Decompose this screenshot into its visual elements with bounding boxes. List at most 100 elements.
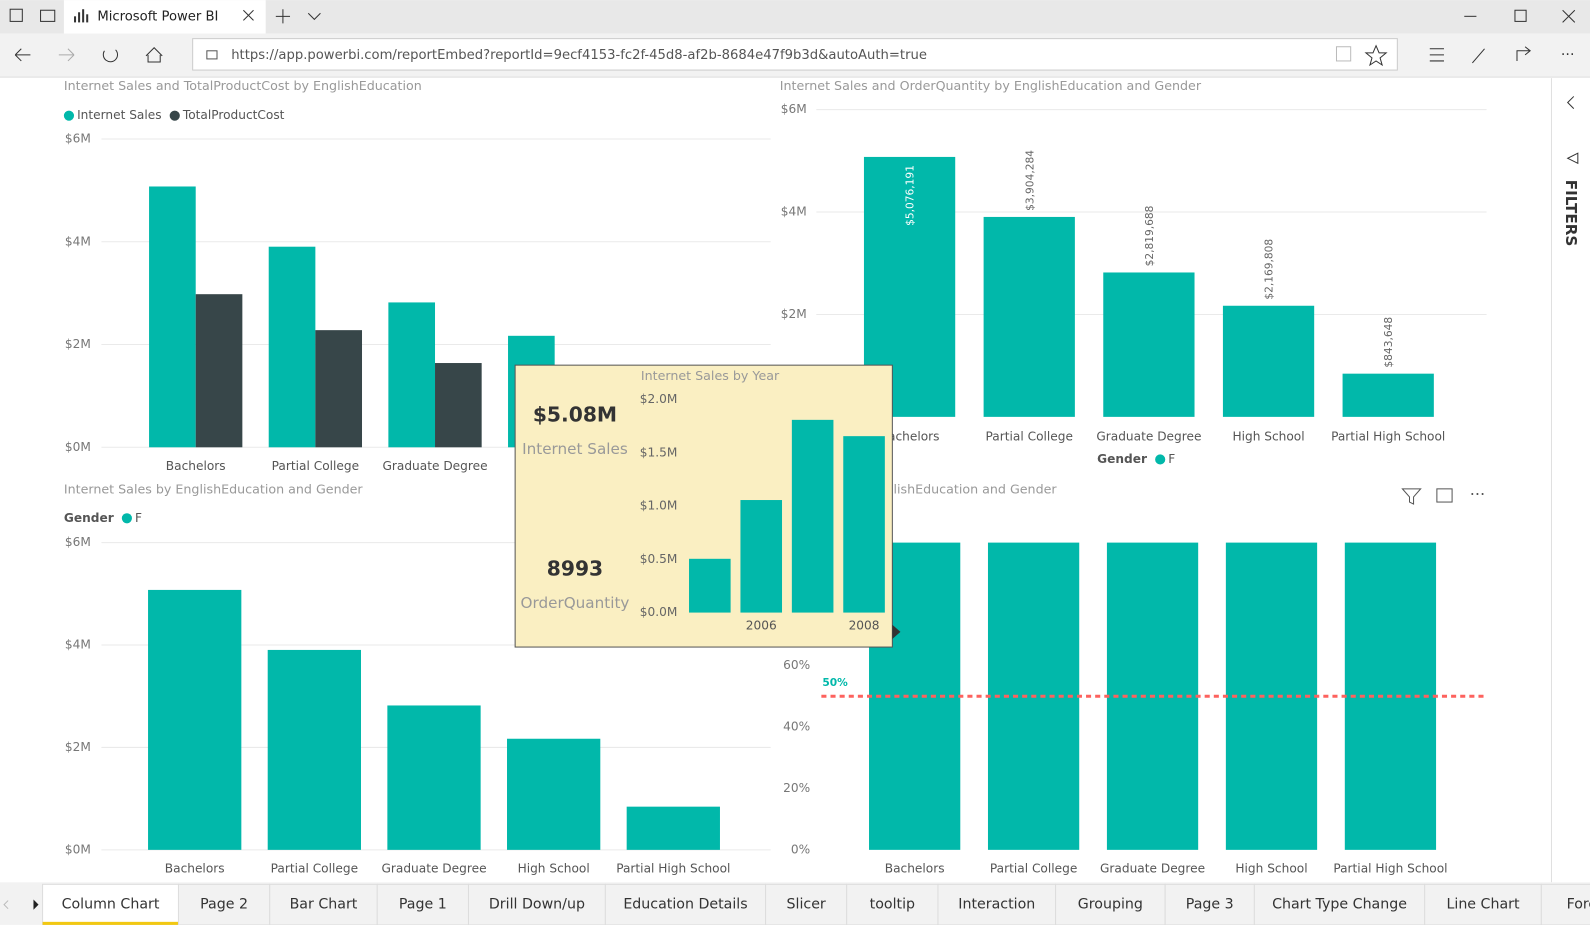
- x-tick-label: Partial High School: [1331, 430, 1445, 444]
- bar: [387, 705, 481, 850]
- page-tab-label[interactable]: Grouping: [1078, 897, 1143, 913]
- new-tab[interactable]: [275, 9, 291, 24]
- page-tab-label[interactable]: Page 1: [399, 897, 447, 913]
- page-tab[interactable]: [1055, 883, 1166, 925]
- bar: [626, 806, 720, 850]
- page-tab-label[interactable]: Bar Chart: [290, 897, 358, 913]
- y-tick-label: $0.0M: [640, 605, 678, 619]
- x-tick-label: Partial High School: [616, 862, 730, 876]
- chart-title: Internet Sales and OrderQuantity by Engl…: [780, 78, 1202, 93]
- bar: [1342, 373, 1434, 417]
- y-tick-label: $1.5M: [640, 445, 678, 459]
- chart-title: Internet Sales and TotalProductCost by E…: [64, 78, 422, 93]
- visual-more-options[interactable]: ···: [1470, 484, 1485, 503]
- data-label: $3,904,284: [1023, 150, 1036, 211]
- page-tab-label[interactable]: Fore: [1567, 897, 1590, 913]
- reading-view[interactable]: [1335, 46, 1352, 62]
- page-tab-label[interactable]: Column Chart: [62, 897, 160, 913]
- page-tab[interactable]: [376, 883, 469, 925]
- y-tick-label: $2M: [781, 307, 807, 321]
- x-tick-label: High School: [1232, 430, 1304, 444]
- legend-label[interactable]: F: [1168, 452, 1175, 466]
- y-tick-label: 20%: [783, 781, 810, 795]
- page-tab[interactable]: [604, 883, 767, 925]
- x-tick-label: 2006: [746, 618, 777, 632]
- maximize[interactable]: [1514, 9, 1527, 22]
- close-window[interactable]: [1562, 9, 1576, 23]
- visual-filter-icon[interactable]: [1401, 488, 1422, 505]
- page-tab[interactable]: [765, 883, 848, 925]
- legend-title: Gender: [1097, 452, 1147, 466]
- tab-icon: [74, 9, 89, 23]
- x-tick-label: Partial College: [272, 459, 359, 473]
- x-tick-label: Bachelors: [165, 862, 225, 876]
- page-tab-label[interactable]: Slicer: [787, 897, 826, 913]
- tooltip-chart-title: Internet Sales by Year: [641, 368, 780, 383]
- page-tab-label[interactable]: tooltip: [870, 897, 915, 913]
- page-tab-label[interactable]: Education Details: [623, 897, 747, 913]
- page-tab-label[interactable]: Chart Type Change: [1272, 897, 1407, 913]
- page-tab-label[interactable]: Page 3: [1186, 897, 1234, 913]
- more-menu[interactable]: ···: [1561, 47, 1575, 63]
- x-tick-label: Graduate Degree: [381, 862, 486, 876]
- page-tab[interactable]: [846, 883, 939, 925]
- bar: [435, 363, 482, 448]
- reference-label: 50%: [822, 676, 848, 689]
- bar: [149, 186, 196, 448]
- x-tick-label: Graduate Degree: [382, 459, 487, 473]
- address-bar[interactable]: [192, 38, 1398, 71]
- scroll-tabs-left[interactable]: [3, 900, 9, 910]
- bar: [983, 216, 1075, 417]
- x-tick-label: Bachelors: [885, 862, 945, 876]
- bar: [195, 294, 243, 448]
- bar: [268, 246, 316, 448]
- y-tick-label: $4M: [781, 205, 807, 219]
- bar: [148, 589, 242, 850]
- page-tab[interactable]: [1253, 883, 1426, 925]
- scroll-tabs-right[interactable]: [33, 899, 39, 910]
- tab-list[interactable]: [307, 12, 321, 21]
- legend-marker: [169, 110, 180, 121]
- tooltip-pointer: [892, 624, 901, 639]
- active-indicator: [42, 921, 179, 925]
- hub[interactable]: [1429, 48, 1444, 62]
- forward[interactable]: [58, 48, 75, 62]
- favorite[interactable]: [1364, 44, 1388, 67]
- back[interactable]: [14, 48, 31, 62]
- focus-mode-icon[interactable]: [1436, 488, 1453, 503]
- y-tick-label: $2M: [65, 740, 91, 754]
- page-tab-label[interactable]: Interaction: [958, 897, 1035, 913]
- page-tab[interactable]: [1424, 883, 1542, 925]
- page-tab-label[interactable]: Page 2: [200, 897, 248, 913]
- expand-filters[interactable]: [1566, 96, 1575, 109]
- x-tick-label: Bachelors: [880, 430, 940, 444]
- refresh[interactable]: [102, 49, 118, 63]
- tooltip: $5.08M Internet Sales 8993 OrderQuantity Int…: [514, 364, 901, 648]
- close-tab[interactable]: [243, 9, 254, 21]
- page-tab[interactable]: [1164, 883, 1255, 925]
- page-tab-label[interactable]: Line Chart: [1446, 897, 1520, 913]
- tab-title: Microsoft Power BI: [97, 9, 218, 24]
- legend-label[interactable]: TotalProductCost: [182, 108, 285, 122]
- lock-icon: [206, 50, 218, 60]
- legend-label[interactable]: Internet Sales: [77, 108, 161, 122]
- x-tick-label: Partial College: [271, 862, 358, 876]
- page-tab-label[interactable]: Drill Down/up: [489, 897, 585, 913]
- tabs-aside[interactable]: [40, 9, 56, 22]
- bar: [388, 302, 436, 448]
- x-tick-label: Graduate Degree: [1100, 862, 1205, 876]
- page-tab[interactable]: [177, 883, 271, 925]
- notes[interactable]: [1471, 48, 1485, 64]
- page-tab[interactable]: [467, 883, 606, 925]
- browser-tab[interactable]: [63, 0, 266, 34]
- y-tick-label: $6M: [65, 132, 91, 146]
- filters-label[interactable]: FILTERS: [1562, 180, 1580, 247]
- legend-marker: [1155, 454, 1166, 465]
- legend-label[interactable]: F: [135, 511, 142, 525]
- chart-title: Internet Sales by EnglishEducation and G…: [64, 481, 364, 496]
- bar: [1222, 305, 1315, 417]
- home[interactable]: [145, 47, 163, 63]
- share[interactable]: [1516, 46, 1531, 61]
- tab-preview[interactable]: [9, 8, 23, 22]
